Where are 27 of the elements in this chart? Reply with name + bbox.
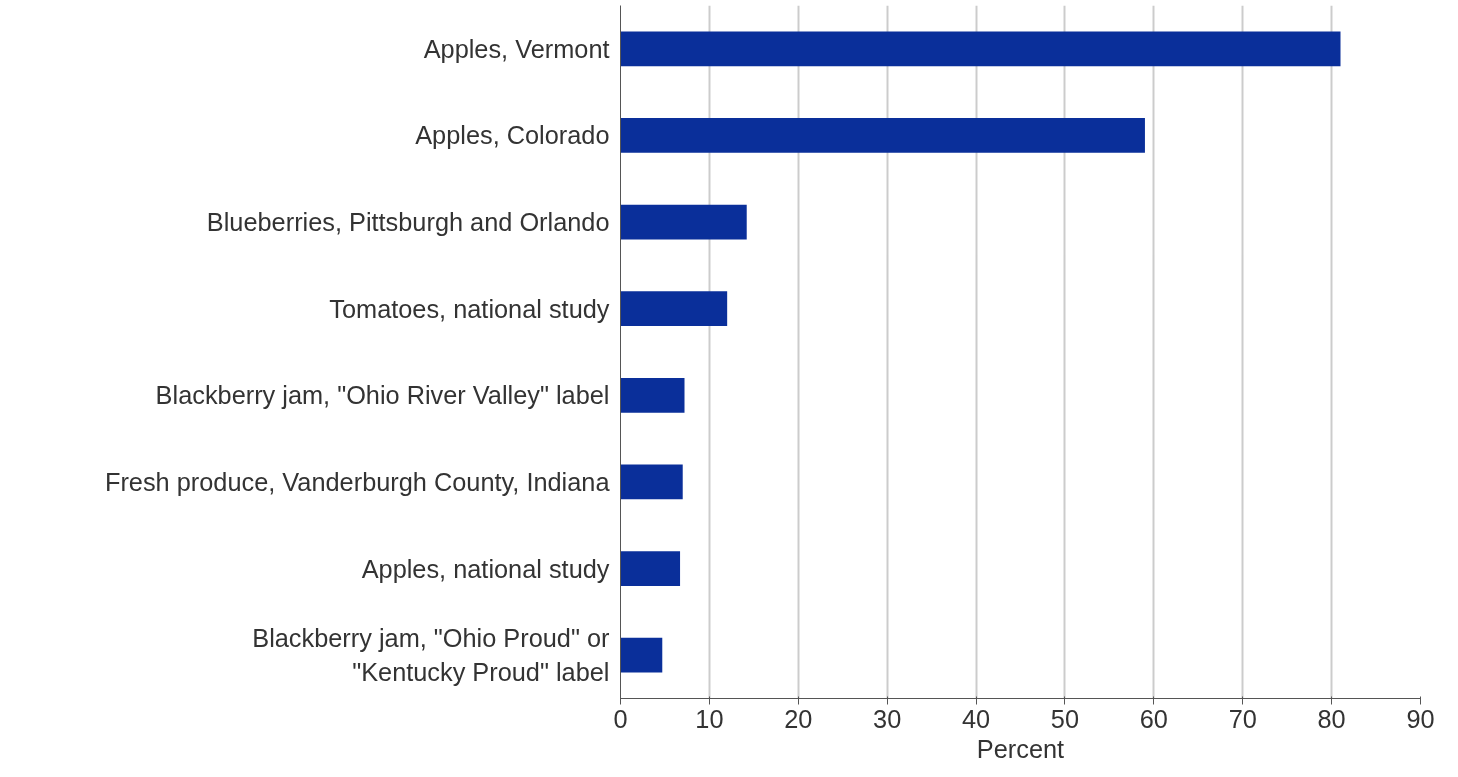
bar: [620, 464, 683, 500]
x-tick-label: 20: [784, 704, 813, 733]
x-tick-label: 80: [1317, 704, 1346, 733]
bar: [620, 551, 681, 586]
x-tick-label: 40: [961, 704, 991, 733]
bar: [620, 118, 1145, 153]
y-tick-label: Apples, national study: [361, 554, 610, 583]
y-tick-label: Fresh produce, Vanderburgh County, Indiana: [104, 467, 611, 496]
bar: [620, 31, 1341, 67]
bar: [620, 637, 663, 673]
x-tick-label: 10: [695, 704, 724, 733]
x-tick-label: 70: [1228, 704, 1257, 733]
y-tick-label: Apples, Colorado: [415, 121, 610, 150]
x-tick-label: 60: [1139, 704, 1168, 733]
x-tick-label: 0: [613, 704, 628, 733]
y-tick-label: Blackberry jam, "Ohio River Valley" label: [155, 381, 610, 410]
bar: [620, 291, 728, 327]
y-tick-label: Tomatoes, national study: [329, 294, 610, 323]
bar: [620, 377, 685, 413]
y-tick-label: Apples, Vermont: [423, 34, 610, 63]
x-tick-label: 50: [1050, 704, 1080, 733]
bar: [620, 204, 747, 240]
x-tick-label: 30: [873, 704, 902, 733]
x-tick-label: 90: [1406, 704, 1435, 733]
x-axis-title: Percent: [976, 734, 1065, 763]
y-tick-label: Blackberry jam, "Ohio Proud" or "Kentucky Proud" label: [252, 624, 611, 686]
y-tick-label: Blueberries, Pittsburgh and Orlando: [206, 208, 610, 237]
